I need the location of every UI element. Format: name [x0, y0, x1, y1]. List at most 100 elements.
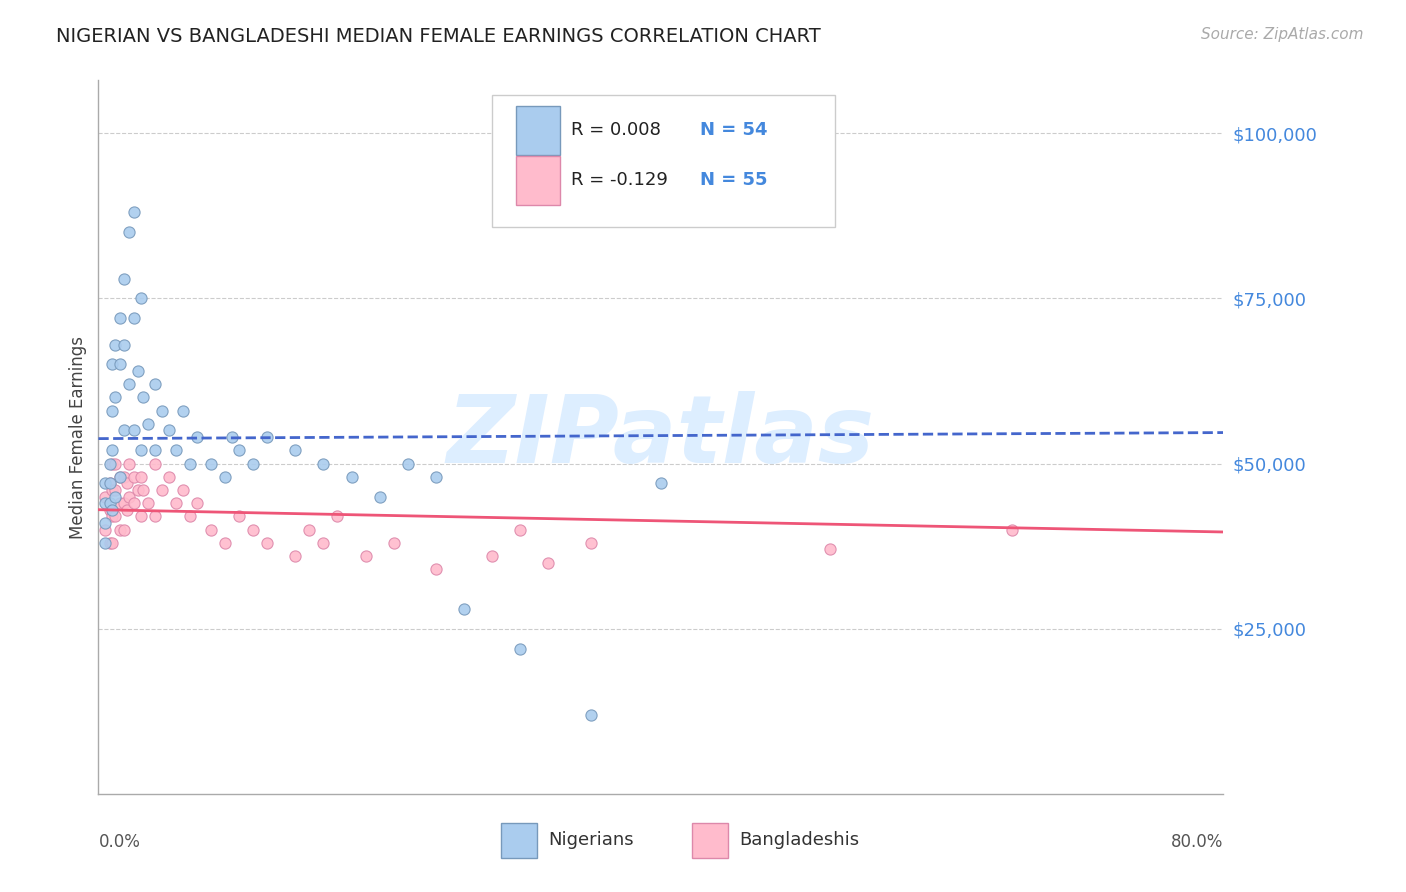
Point	[122, 311, 145, 326]
Point	[537, 556, 560, 570]
Point	[94, 516, 117, 530]
Point	[118, 225, 141, 239]
Point	[143, 377, 166, 392]
Point	[94, 490, 117, 504]
Point	[425, 469, 447, 483]
Point	[118, 490, 141, 504]
Point	[143, 457, 166, 471]
Point	[129, 469, 152, 483]
Point	[150, 403, 173, 417]
Point	[242, 457, 264, 471]
Point	[368, 490, 391, 504]
Point	[104, 457, 127, 471]
Point	[108, 469, 131, 483]
Point	[98, 476, 121, 491]
Point	[94, 496, 117, 510]
Point	[101, 443, 124, 458]
Point	[101, 483, 124, 497]
Text: R = -0.129: R = -0.129	[571, 171, 668, 189]
Point	[1001, 523, 1024, 537]
Point	[179, 457, 201, 471]
Point	[122, 424, 145, 438]
Point	[127, 483, 149, 497]
Point	[104, 337, 127, 351]
Point	[101, 509, 124, 524]
Point	[129, 443, 152, 458]
Point	[186, 430, 208, 444]
Point	[425, 562, 447, 576]
Point	[132, 483, 155, 497]
Point	[157, 424, 180, 438]
FancyBboxPatch shape	[492, 95, 835, 227]
Point	[221, 430, 243, 444]
Point	[228, 509, 250, 524]
Point	[214, 536, 236, 550]
Text: 80.0%: 80.0%	[1171, 833, 1223, 851]
Text: Nigerians: Nigerians	[548, 831, 634, 849]
Point	[115, 476, 138, 491]
Point	[108, 358, 131, 372]
Point	[108, 469, 131, 483]
Point	[112, 424, 135, 438]
Point	[256, 430, 278, 444]
Point	[94, 536, 117, 550]
Point	[284, 443, 307, 458]
Text: 0.0%: 0.0%	[98, 833, 141, 851]
Text: R = 0.008: R = 0.008	[571, 121, 661, 139]
Point	[396, 457, 419, 471]
FancyBboxPatch shape	[692, 822, 728, 858]
Point	[112, 523, 135, 537]
Point	[214, 469, 236, 483]
Point	[98, 457, 121, 471]
Point	[101, 457, 124, 471]
Point	[98, 536, 121, 550]
FancyBboxPatch shape	[516, 155, 560, 205]
Point	[256, 536, 278, 550]
Point	[509, 641, 531, 656]
Point	[112, 469, 135, 483]
Point	[172, 483, 194, 497]
Point	[818, 542, 841, 557]
Point	[122, 205, 145, 219]
Text: Source: ZipAtlas.com: Source: ZipAtlas.com	[1201, 27, 1364, 42]
Point	[104, 483, 127, 497]
Point	[129, 509, 152, 524]
Point	[200, 457, 222, 471]
Point	[101, 502, 124, 516]
Point	[101, 358, 124, 372]
Point	[136, 417, 159, 431]
Text: Bangladeshis: Bangladeshis	[740, 831, 859, 849]
Point	[108, 311, 131, 326]
Point	[186, 496, 208, 510]
Point	[172, 403, 194, 417]
Point	[115, 502, 138, 516]
Point	[94, 523, 117, 537]
Point	[228, 443, 250, 458]
Point	[165, 496, 187, 510]
FancyBboxPatch shape	[501, 822, 537, 858]
Point	[312, 536, 335, 550]
Point	[101, 403, 124, 417]
Point	[136, 496, 159, 510]
Text: NIGERIAN VS BANGLADESHI MEDIAN FEMALE EARNINGS CORRELATION CHART: NIGERIAN VS BANGLADESHI MEDIAN FEMALE EA…	[56, 27, 821, 45]
Point	[108, 523, 131, 537]
Point	[122, 496, 145, 510]
Point	[579, 707, 602, 722]
Text: N = 54: N = 54	[700, 121, 768, 139]
Point	[98, 502, 121, 516]
Point	[127, 364, 149, 378]
Point	[132, 391, 155, 405]
Point	[104, 509, 127, 524]
FancyBboxPatch shape	[516, 105, 560, 155]
Point	[143, 443, 166, 458]
Point	[101, 536, 124, 550]
Point	[382, 536, 405, 550]
Point	[157, 469, 180, 483]
Y-axis label: Median Female Earnings: Median Female Earnings	[69, 335, 87, 539]
Point	[481, 549, 503, 563]
Point	[312, 457, 335, 471]
Point	[143, 509, 166, 524]
Point	[354, 549, 377, 563]
Point	[165, 443, 187, 458]
Point	[104, 490, 127, 504]
